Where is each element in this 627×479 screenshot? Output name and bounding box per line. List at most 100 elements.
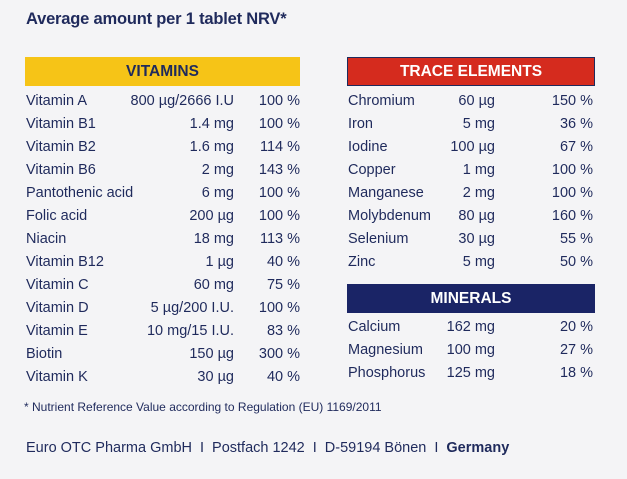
- nutrient-amount: 2 mg: [201, 162, 234, 178]
- po-box: Postfach 1242: [212, 440, 305, 456]
- mineral-row: Calcium 162 mg 20 %: [348, 316, 593, 339]
- nutrient-amount: 30 µg: [458, 231, 495, 247]
- trace-element-row: Manganese 2 mg 100 %: [348, 182, 593, 205]
- vitamin-row: Folic acid 200 µg 100 %: [26, 205, 300, 228]
- nutrient-name: Manganese: [348, 185, 424, 201]
- nutrient-amount: 125 mg: [446, 365, 495, 381]
- footer-separator: I: [200, 440, 205, 456]
- nutrient-name: Biotin: [26, 346, 63, 362]
- nutrient-name: Chromium: [348, 93, 415, 109]
- vitamin-row: Vitamin E 10 mg/15 I.U. 83 %: [26, 320, 300, 343]
- nutrient-name: Magnesium: [348, 342, 423, 358]
- vitamin-row: Vitamin D 5 µg/200 I.U. 100 %: [26, 297, 300, 320]
- nutrient-nrv: 100 %: [258, 300, 300, 316]
- vitamin-row: Vitamin B1 1.4 mg 100 %: [26, 113, 300, 136]
- trace-element-row: Molybdenum 80 µg 160 %: [348, 205, 593, 228]
- nutrient-name: Vitamin C: [26, 277, 89, 293]
- trace-elements-table: Chromium 60 µg 150 % Iron 5 mg 36 % Iodine 100 …: [348, 90, 593, 274]
- nutrient-amount: 1.4 mg: [189, 116, 234, 132]
- vitamin-row: Pantothenic acid 6 mg 100 %: [26, 182, 300, 205]
- nutrient-amount: 150 µg: [189, 346, 234, 362]
- trace-element-row: Copper 1 mg 100 %: [348, 159, 593, 182]
- nutrient-amount: 10 mg/15 I.U.: [146, 323, 234, 339]
- nutrient-nrv: 83 %: [266, 323, 300, 339]
- nutrient-nrv: 18 %: [559, 365, 593, 381]
- nutrient-nrv: 100 %: [551, 185, 593, 201]
- nutrient-amount: 18 mg: [193, 231, 234, 247]
- nutrient-amount: 100 µg: [450, 139, 495, 155]
- nutrient-name: Vitamin A: [26, 93, 87, 109]
- city: D-59194 Bönen: [324, 440, 427, 456]
- vitamin-row: Vitamin A 800 µg/2666 I.U 100 %: [26, 90, 300, 113]
- nutrient-name: Pantothenic acid: [26, 185, 134, 201]
- nutrient-amount: 5 mg: [462, 116, 495, 132]
- footer-separator: I: [312, 440, 317, 456]
- minerals-table: Calcium 162 mg 20 % Magnesium 100 mg 27 % Phos…: [348, 316, 593, 385]
- nutrient-name: Phosphorus: [348, 365, 426, 381]
- nutrient-nrv: 300 %: [258, 346, 300, 362]
- vitamin-row: Vitamin C 60 mg 75 %: [26, 274, 300, 297]
- vitamins-table: Vitamin A 800 µg/2666 I.U 100 % Vitamin B1 1…: [26, 90, 300, 389]
- nutrient-name: Vitamin K: [26, 369, 88, 385]
- nutrient-name: Vitamin B12: [26, 254, 104, 270]
- nutrient-nrv: 100 %: [258, 93, 300, 109]
- nutrient-name: Molybdenum: [348, 208, 432, 224]
- nutrient-amount: 6 mg: [201, 185, 234, 201]
- nutrient-name: Niacin: [26, 231, 67, 247]
- minerals-header: MINERALS: [347, 284, 595, 313]
- vitamin-row: Vitamin B2 1.6 mg 114 %: [26, 136, 300, 159]
- page-title: Average amount per 1 tablet NRV*: [26, 10, 287, 28]
- nutrient-nrv: 160 %: [551, 208, 593, 224]
- nutrient-nrv: 55 %: [559, 231, 593, 247]
- vitamin-row: Vitamin B12 1 µg 40 %: [26, 251, 300, 274]
- nutrient-amount: 162 mg: [446, 319, 495, 335]
- vitamin-row: Vitamin K 30 µg 40 %: [26, 366, 300, 389]
- nutrient-name: Vitamin D: [26, 300, 89, 316]
- nutrient-nrv: 114 %: [259, 139, 300, 155]
- country: Germany: [446, 440, 510, 456]
- nutrient-name: Zinc: [348, 254, 376, 270]
- nutrient-amount: 100 mg: [446, 342, 495, 358]
- mineral-row: Phosphorus 125 mg 18 %: [348, 362, 593, 385]
- mineral-row: Magnesium 100 mg 27 %: [348, 339, 593, 362]
- nutrient-amount: 1.6 mg: [189, 139, 234, 155]
- nutrient-amount: 2 mg: [462, 185, 495, 201]
- nutrient-name: Calcium: [348, 319, 401, 335]
- nutrient-nrv: 50 %: [559, 254, 593, 270]
- nutrient-amount: 80 µg: [458, 208, 495, 224]
- nutrient-nrv: 40 %: [266, 369, 300, 385]
- nutrient-nrv: 67 %: [559, 139, 593, 155]
- nrv-footnote: * Nutrient Reference Value according to …: [24, 400, 382, 414]
- nutrient-name: Copper: [348, 162, 396, 178]
- nutrient-nrv: 75 %: [266, 277, 300, 293]
- vitamins-header: VITAMINS: [25, 57, 300, 86]
- nutrient-nrv: 40 %: [266, 254, 300, 270]
- nutrient-amount: 800 µg/2666 I.U: [130, 93, 234, 109]
- nutrient-nrv: 100 %: [258, 116, 300, 132]
- trace-element-row: Iron 5 mg 36 %: [348, 113, 593, 136]
- nutrient-nrv: 27 %: [559, 342, 593, 358]
- nutrient-name: Iodine: [348, 139, 388, 155]
- nutrient-name: Vitamin B1: [26, 116, 96, 132]
- nutrient-amount: 5 µg/200 I.U.: [150, 300, 234, 316]
- nutrient-amount: 30 µg: [197, 369, 234, 385]
- nutrient-name: Vitamin E: [26, 323, 88, 339]
- nutrient-name: Folic acid: [26, 208, 88, 224]
- trace-element-row: Chromium 60 µg 150 %: [348, 90, 593, 113]
- nutrient-amount: 1 mg: [462, 162, 495, 178]
- nutrient-nrv: 143 %: [258, 162, 300, 178]
- trace-element-row: Iodine 100 µg 67 %: [348, 136, 593, 159]
- nutrient-name: Vitamin B2: [26, 139, 96, 155]
- vitamin-row: Biotin 150 µg 300 %: [26, 343, 300, 366]
- nutrient-name: Iron: [348, 116, 373, 132]
- nutrient-nrv: 100 %: [258, 185, 300, 201]
- nutrient-nrv: 150 %: [551, 93, 593, 109]
- nutrient-amount: 60 mg: [193, 277, 234, 293]
- nutrient-nrv: 20 %: [559, 319, 593, 335]
- footer-separator: I: [434, 440, 439, 456]
- nutrient-amount: 60 µg: [458, 93, 495, 109]
- nutrient-name: Selenium: [348, 231, 409, 247]
- nutrient-nrv: 36 %: [559, 116, 593, 132]
- company-name: Euro OTC Pharma GmbH: [26, 440, 192, 456]
- nutrient-amount: 5 mg: [462, 254, 495, 270]
